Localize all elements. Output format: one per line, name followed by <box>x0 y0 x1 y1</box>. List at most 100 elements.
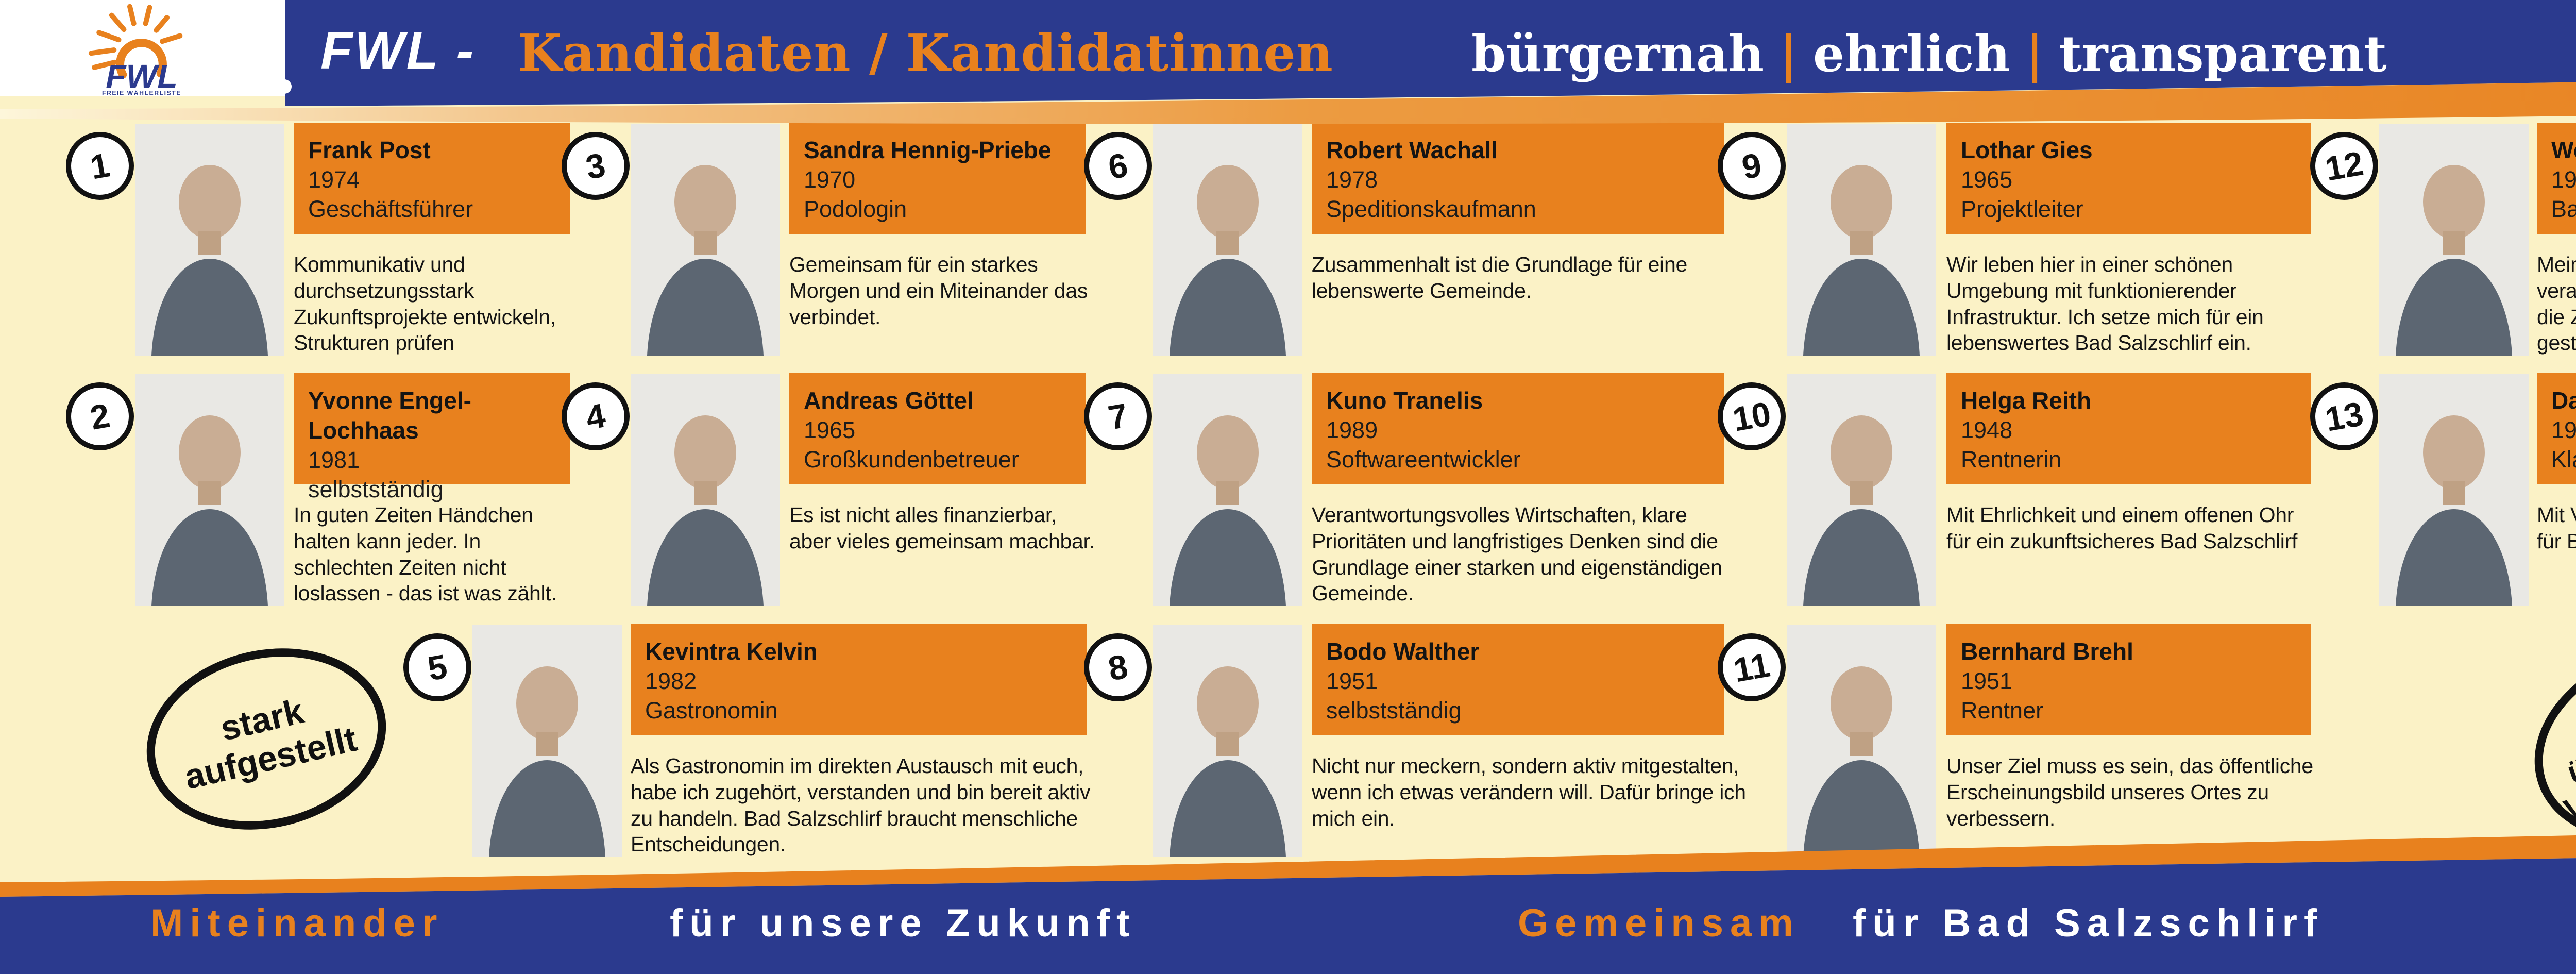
candidate-year: 1982 <box>2551 166 2576 193</box>
candidate-photo <box>472 625 622 857</box>
header-blue-band <box>285 0 2576 106</box>
candidate-name: Frank Post <box>308 137 431 163</box>
candidate-info-box: Kuno Tranelis 1989 Softwareentwickler <box>1312 373 1724 484</box>
candidate-profession: selbstständig <box>1326 697 1462 724</box>
candidate-profession: selbstständig <box>308 476 444 502</box>
candidate-card: 4 Andreas Göttel 1965 Großkundenbetreuer… <box>556 369 1383 612</box>
candidate-number-badge: 13 <box>2304 377 2384 456</box>
candidate-statement: Zusammenhalt ist die Grundlage für eine … <box>1312 253 1687 303</box>
candidate-number-badge: 10 <box>1712 377 1791 456</box>
candidate-number-badge: 11 <box>1712 628 1791 707</box>
candidate-year: 1982 <box>645 667 697 694</box>
candidate-year: 1981 <box>308 446 360 473</box>
candidate-statement: Mit Vernunft und Augenmaß Gutes für Bad … <box>2537 503 2576 553</box>
person-silhouette-icon <box>1153 124 1302 356</box>
motto-word: transparent <box>2059 25 2387 83</box>
candidate-photo <box>1153 625 1302 857</box>
motto-word: ehrlich <box>1813 25 2010 83</box>
candidate-profession: Projektleiter <box>1961 195 2083 222</box>
header-swoosh <box>0 82 2576 124</box>
person-silhouette-icon <box>631 374 780 606</box>
fwl-subtitle: FREIE WÄHLERLISTE <box>102 89 181 96</box>
footer-phrase-bad-salzschlirf: für Bad Salzschlirf <box>1853 901 2324 945</box>
candidate-name: Yvonne Engel-Lochhaas <box>308 387 471 444</box>
candidate-profession: Softwareentwickler <box>1326 446 1521 473</box>
candidate-year: 1951 <box>1961 667 2013 694</box>
candidate-year: 1978 <box>1326 166 1378 193</box>
candidate-card: 9 Lothar Gies 1965 Projektleiter Wir leb… <box>1712 119 2539 362</box>
footer-phrase-zukunft: für unsere Zukunft <box>670 901 1137 945</box>
person-silhouette-icon <box>2379 124 2529 356</box>
candidate-info-box: Frank Post 1974 Geschäftsführer <box>294 123 570 234</box>
candidate-statement: Verantwortungsvolles Wirtschaften, klare… <box>1312 503 1722 606</box>
candidate-name: Bodo Walther <box>1326 638 1480 665</box>
candidate-photo <box>1787 124 1936 356</box>
candidate-number: 12 <box>2322 144 2366 188</box>
candidate-number: 7 <box>1105 396 1131 437</box>
fwl-abbr: FWL <box>106 58 177 95</box>
candidate-photo <box>631 124 780 356</box>
footer-word-gemeinsam: Gemeinsam <box>1518 901 1800 945</box>
candidate-statement: Es ist nicht alles finanzierbar, aber vi… <box>789 503 1095 553</box>
candidate-year: 1965 <box>1961 166 2013 193</box>
candidate-info-box: Sandra Hennig-Priebe 1970 Podologin <box>789 123 1086 234</box>
candidate-number: 9 <box>1739 145 1765 187</box>
candidate-statement: Mit Ehrlichkeit und einem offenen Ohr fü… <box>1946 503 2298 553</box>
candidate-statement: Nicht nur meckern, sondern aktiv mitgest… <box>1312 754 1746 830</box>
sun-icon <box>88 4 183 70</box>
candidate-statement: Mein Ziel ist es, verantwortungsvoll neu… <box>2537 253 2576 355</box>
candidate-card: 6 Robert Wachall 1978 Speditionskaufmann… <box>1078 119 1905 362</box>
candidate-photo <box>135 124 284 356</box>
candidate-profession: Geschäftsführer <box>308 195 473 222</box>
candidate-info-box: Lothar Gies 1965 Projektleiter <box>1946 123 2311 234</box>
person-silhouette-icon <box>1153 374 1302 606</box>
person-silhouette-icon <box>1153 625 1302 857</box>
person-silhouette-icon <box>631 124 780 356</box>
candidate-number-badge: 4 <box>556 377 635 456</box>
person-silhouette-icon <box>1787 625 1936 857</box>
candidate-info-box: Yvonne Engel-Lochhaas 1981 selbstständig <box>294 373 570 502</box>
candidate-name: Lothar Gies <box>1961 137 2093 163</box>
candidate-statement: Als Gastronomin im direkten Austausch mi… <box>631 754 1091 857</box>
candidate-number: 11 <box>1731 645 1773 690</box>
page-title: Kandidaten / Kandidatinnen <box>518 24 1333 83</box>
candidate-year: 1970 <box>804 166 856 193</box>
sun-arc <box>115 39 167 79</box>
candidate-number-badge: 2 <box>60 377 140 456</box>
candidate-info-box: David Visnadi 1987 Klavierlehrer <box>2537 373 2576 484</box>
candidate-photo <box>1153 374 1302 606</box>
fwl-logo: FWL FREIE WÄHLERLISTE <box>88 4 183 96</box>
header-title-prefix: FWL - <box>320 21 476 80</box>
candidate-year: 1965 <box>804 416 856 443</box>
candidate-card: 11 Bernhard Brehl 1951 Rentner Unser Zie… <box>1712 620 2539 863</box>
candidate-profession: Podologin <box>804 195 907 222</box>
candidate-number: 10 <box>1730 394 1774 439</box>
candidate-statement: Kommunikativ und durchsetzungsstark Zuku… <box>294 253 556 355</box>
candidate-number: 6 <box>1105 145 1131 187</box>
candidate-name: David Visnadi <box>2551 387 2576 414</box>
candidate-photo <box>2379 374 2529 606</box>
candidate-number: 1 <box>87 145 113 187</box>
candidate-photo <box>135 374 284 606</box>
footer-swoosh <box>0 835 2576 897</box>
candidate-year: 1974 <box>308 166 360 193</box>
candidate-info-box: Wolfgang Lerg 1982 Bauingenieur <box>2537 123 2576 234</box>
candidate-name: Wolfgang Lerg <box>2551 137 2576 163</box>
candidate-info-box: Robert Wachall 1978 Speditionskaufmann <box>1312 123 1724 234</box>
header-motto: bürgernah | ehrlich | transparent <box>1471 25 2387 83</box>
candidate-number: 3 <box>583 145 608 187</box>
person-silhouette-icon <box>472 625 622 857</box>
candidate-profession: Bauingenieur <box>2551 195 2576 222</box>
person-silhouette-icon <box>2379 374 2529 606</box>
header-logo-box: FWL FREIE WÄHLERLISTE <box>0 0 285 96</box>
candidate-number: 2 <box>87 396 113 437</box>
candidate-card: 1 Frank Post 1974 Geschäftsführer Kommun… <box>60 119 887 362</box>
candidate-profession: Speditionskaufmann <box>1326 195 1536 222</box>
header-band <box>0 0 2576 124</box>
candidate-name: Sandra Hennig-Priebe <box>804 137 1052 163</box>
candidate-info-box: Bernhard Brehl 1951 Rentner <box>1946 624 2311 735</box>
candidate-number: 8 <box>1105 647 1131 688</box>
candidate-name: Kuno Tranelis <box>1326 387 1483 414</box>
candidate-number-badge: 7 <box>1078 377 1158 456</box>
